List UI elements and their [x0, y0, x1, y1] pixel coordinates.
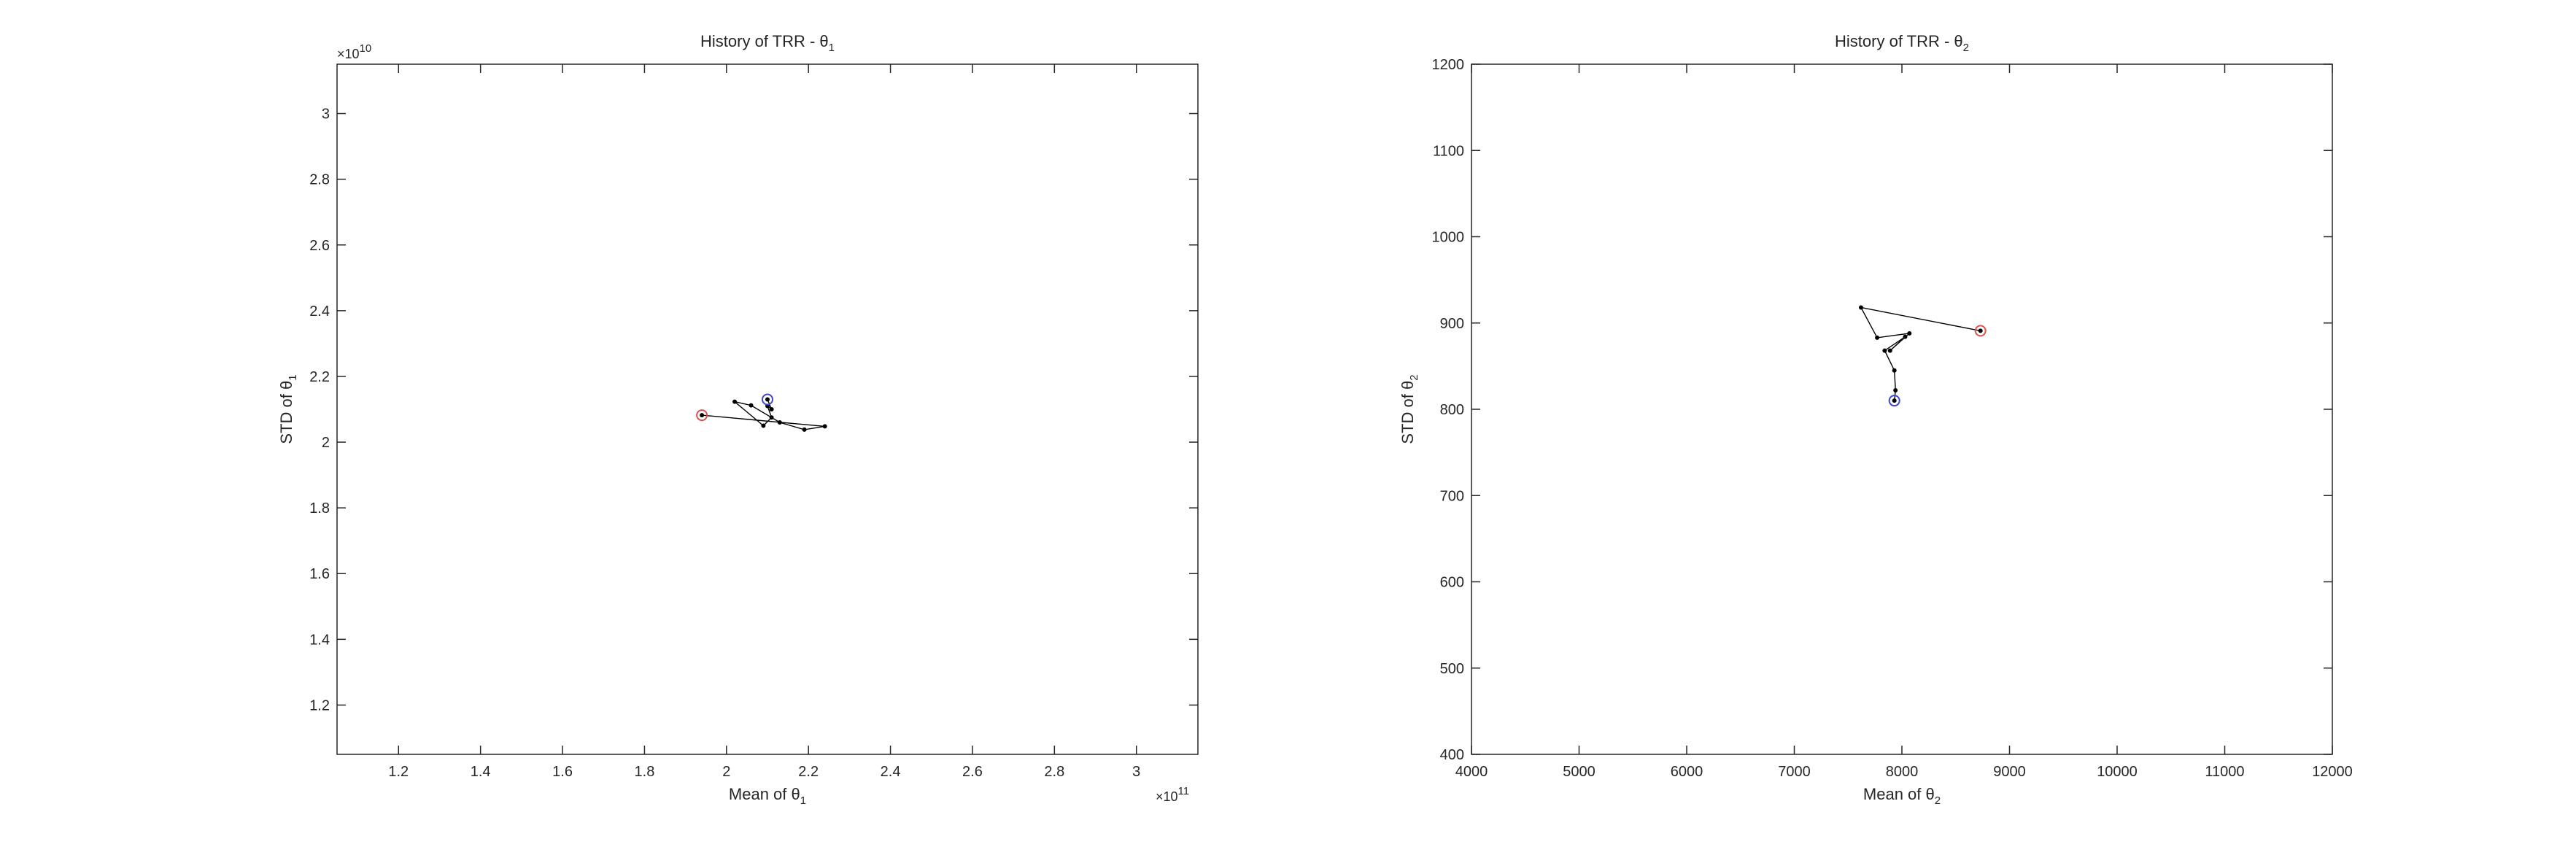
data-point [1893, 387, 1898, 392]
x-tick-label: 2.6 [962, 764, 983, 780]
data-point [732, 399, 738, 404]
y-ticks: 1.2 1.4 1.6 1.8 2 2.2 2.4 2.6 2.8 3 [309, 107, 1198, 713]
data-point [761, 423, 766, 428]
x-tick-label: 1.6 [552, 764, 573, 780]
x-tick-label: 2.4 [881, 764, 901, 780]
x-exponent-label: ×1011 [1156, 785, 1189, 804]
x-tick-label: 2.2 [798, 764, 819, 780]
chart-theta1: History of TRR - θ1 1.2 1.4 1.6 1.8 2 2.2 2.4 2… [277, 32, 1199, 807]
y-tick-label: 2 [322, 435, 330, 451]
y-exponent-label: ×1010 [337, 42, 371, 61]
x-tick-label: 9000 [1993, 764, 2026, 780]
x-ticks: 4000 5000 6000 7000 8000 9000 10000 11000 12000 [1455, 64, 2353, 780]
x-tick-label: 6000 [1671, 764, 1703, 780]
data-point [1978, 328, 1983, 333]
x-axis-label: Mean of θ2 [1863, 785, 1941, 807]
y-tick-label: 3 [322, 107, 330, 123]
y-tick-label: 2.2 [309, 369, 330, 385]
chart-title: History of TRR - θ2 [1835, 32, 1969, 54]
data-point [749, 403, 754, 408]
y-tick-label: 400 [1440, 747, 1464, 763]
start-marker [696, 409, 708, 422]
y-ticks: 400 500 600 700 800 900 1000 1100 1200 [1432, 57, 2332, 763]
plot-area [336, 63, 1199, 755]
data-point [769, 407, 774, 411]
start-marker [1974, 325, 1987, 337]
x-tick-label: 1.2 [388, 764, 409, 780]
data-point [1892, 398, 1897, 403]
y-tick-label: 500 [1440, 661, 1464, 677]
x-ticks: 1.2 1.4 1.6 1.8 2 2.2 2.4 2.6 2.8 3 [388, 64, 1140, 780]
data-point [777, 420, 782, 425]
x-tick-label: 2 [722, 764, 730, 780]
x-axis-label: Mean of θ1 [729, 785, 806, 807]
data-point [802, 427, 807, 432]
y-tick-label: 1100 [1433, 143, 1464, 159]
chart-theta2: History of TRR - θ2 4000 5000 6000 7000 8000… [1399, 32, 2353, 807]
x-tick-label: 1.4 [471, 764, 491, 780]
x-tick-label: 8000 [1886, 764, 1919, 780]
chart-title: History of TRR - θ1 [700, 32, 835, 54]
data-point [1907, 330, 1912, 336]
data-point [1875, 335, 1880, 340]
y-tick-label: 1.2 [309, 697, 330, 713]
y-axis-label: STD of θ1 [277, 374, 299, 444]
data-point [769, 415, 774, 420]
y-tick-label: 1.6 [309, 566, 330, 582]
x-tick-label: 1.8 [635, 764, 655, 780]
x-tick-label: 3 [1132, 764, 1140, 780]
y-tick-label: 1000 [1432, 230, 1465, 246]
data-point [700, 413, 705, 418]
x-tick-label: 11000 [2205, 764, 2244, 780]
end-marker [762, 393, 773, 406]
x-tick-label: 2.8 [1044, 764, 1064, 780]
data-point [822, 424, 827, 429]
data-point [1887, 348, 1892, 353]
x-tick-label: 7000 [1778, 764, 1811, 780]
end-marker [1888, 395, 1900, 407]
y-tick-label: 2.6 [309, 238, 330, 254]
y-tick-label: 1.4 [309, 632, 330, 648]
series-line [1860, 306, 1981, 401]
y-tick-label: 2.8 [309, 172, 330, 188]
plot-area [1471, 63, 2333, 755]
y-tick-label: 1.8 [309, 500, 330, 517]
y-tick-label: 700 [1440, 488, 1464, 504]
y-tick-label: 800 [1440, 402, 1464, 418]
series-layer [1858, 305, 1987, 407]
data-point [1858, 305, 1863, 310]
y-tick-label: 600 [1440, 575, 1464, 591]
data-point [1903, 334, 1908, 339]
x-tick-label: 5000 [1563, 764, 1596, 780]
series-layer [696, 393, 827, 432]
y-tick-label: 2.4 [309, 303, 330, 320]
x-tick-label: 12000 [2312, 764, 2353, 780]
data-point [1882, 348, 1887, 353]
y-tick-label: 900 [1440, 316, 1464, 332]
data-point [765, 397, 770, 402]
x-tick-label: 4000 [1455, 764, 1488, 780]
y-tick-label: 1200 [1432, 57, 1465, 73]
data-point [1892, 368, 1897, 373]
y-axis-label: STD of θ2 [1399, 374, 1420, 444]
x-tick-label: 10000 [2097, 764, 2138, 780]
